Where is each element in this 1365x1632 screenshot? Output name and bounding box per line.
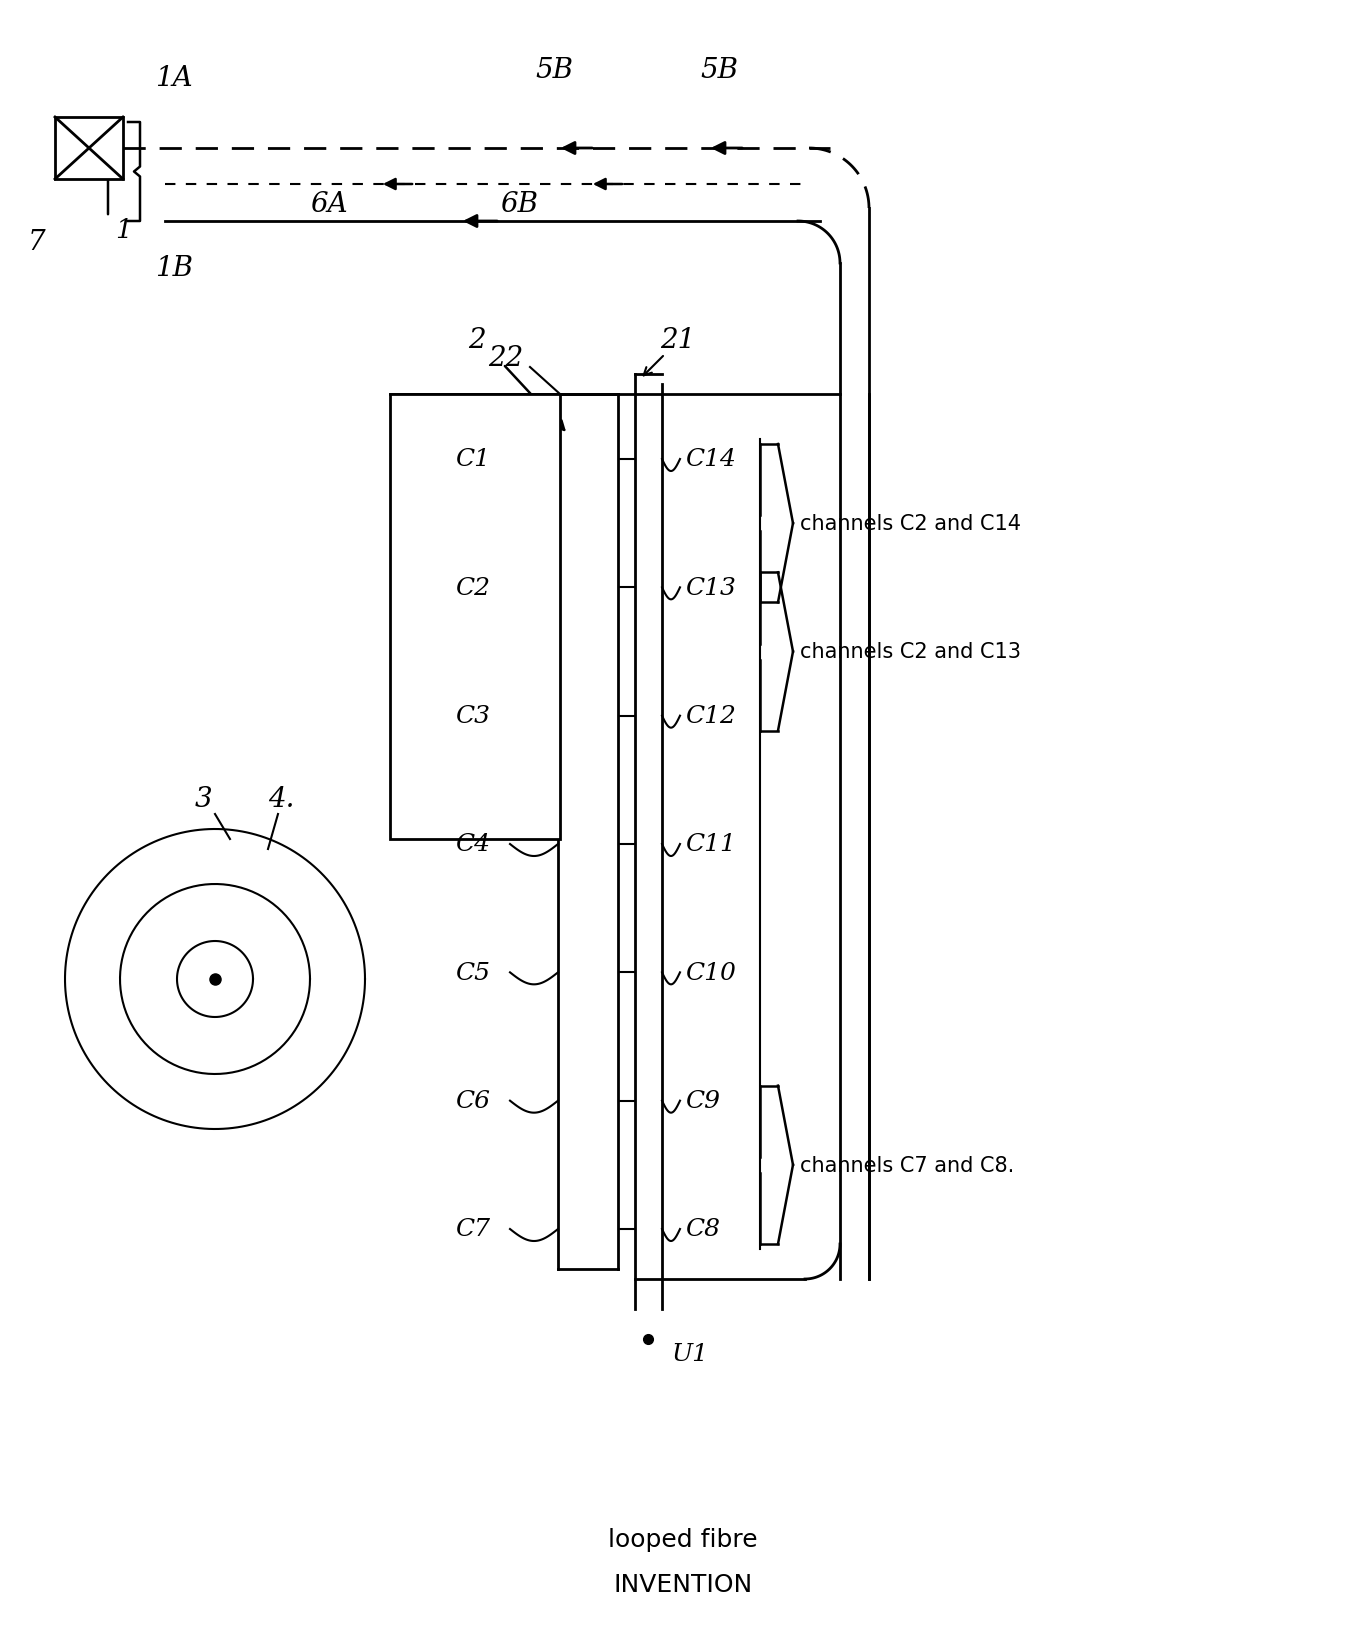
Text: 2: 2 — [468, 326, 486, 353]
Bar — [390, 395, 560, 839]
Text: 5B: 5B — [535, 57, 573, 83]
Text: C10: C10 — [685, 961, 736, 984]
Text: 22: 22 — [489, 344, 523, 370]
Text: channels C2 and C14: channels C2 and C14 — [800, 514, 1021, 534]
Text: channels C2 and C13: channels C2 and C13 — [800, 641, 1021, 663]
Text: C6: C6 — [455, 1090, 490, 1113]
Text: C1: C1 — [455, 449, 490, 472]
Text: C2: C2 — [455, 576, 490, 599]
Text: 1: 1 — [115, 217, 132, 242]
Bar — [55, 118, 123, 180]
Text: 1A: 1A — [156, 64, 192, 91]
Text: C5: C5 — [455, 961, 490, 984]
Text: 3: 3 — [195, 787, 213, 813]
Text: C12: C12 — [685, 705, 736, 728]
Text: INVENTION: INVENTION — [613, 1572, 752, 1596]
Text: looped fibre: looped fibre — [609, 1528, 758, 1550]
Text: 7: 7 — [29, 228, 45, 255]
Text: 6B: 6B — [500, 191, 538, 219]
Text: C11: C11 — [685, 832, 736, 855]
Text: 5B: 5B — [700, 57, 738, 83]
Text: C3: C3 — [455, 705, 490, 728]
Text: 1B: 1B — [156, 255, 192, 281]
Text: C13: C13 — [685, 576, 736, 599]
Text: 6A: 6A — [310, 191, 348, 219]
Text: C7: C7 — [455, 1217, 490, 1240]
Text: 4.: 4. — [268, 787, 295, 813]
Text: C8: C8 — [685, 1217, 719, 1240]
Text: C14: C14 — [685, 449, 736, 472]
Text: C9: C9 — [685, 1090, 719, 1113]
Text: 21: 21 — [661, 326, 695, 353]
Text: C4: C4 — [455, 832, 490, 855]
Text: U1: U1 — [672, 1343, 708, 1366]
Text: channels C7 and C8.: channels C7 and C8. — [800, 1155, 1014, 1175]
